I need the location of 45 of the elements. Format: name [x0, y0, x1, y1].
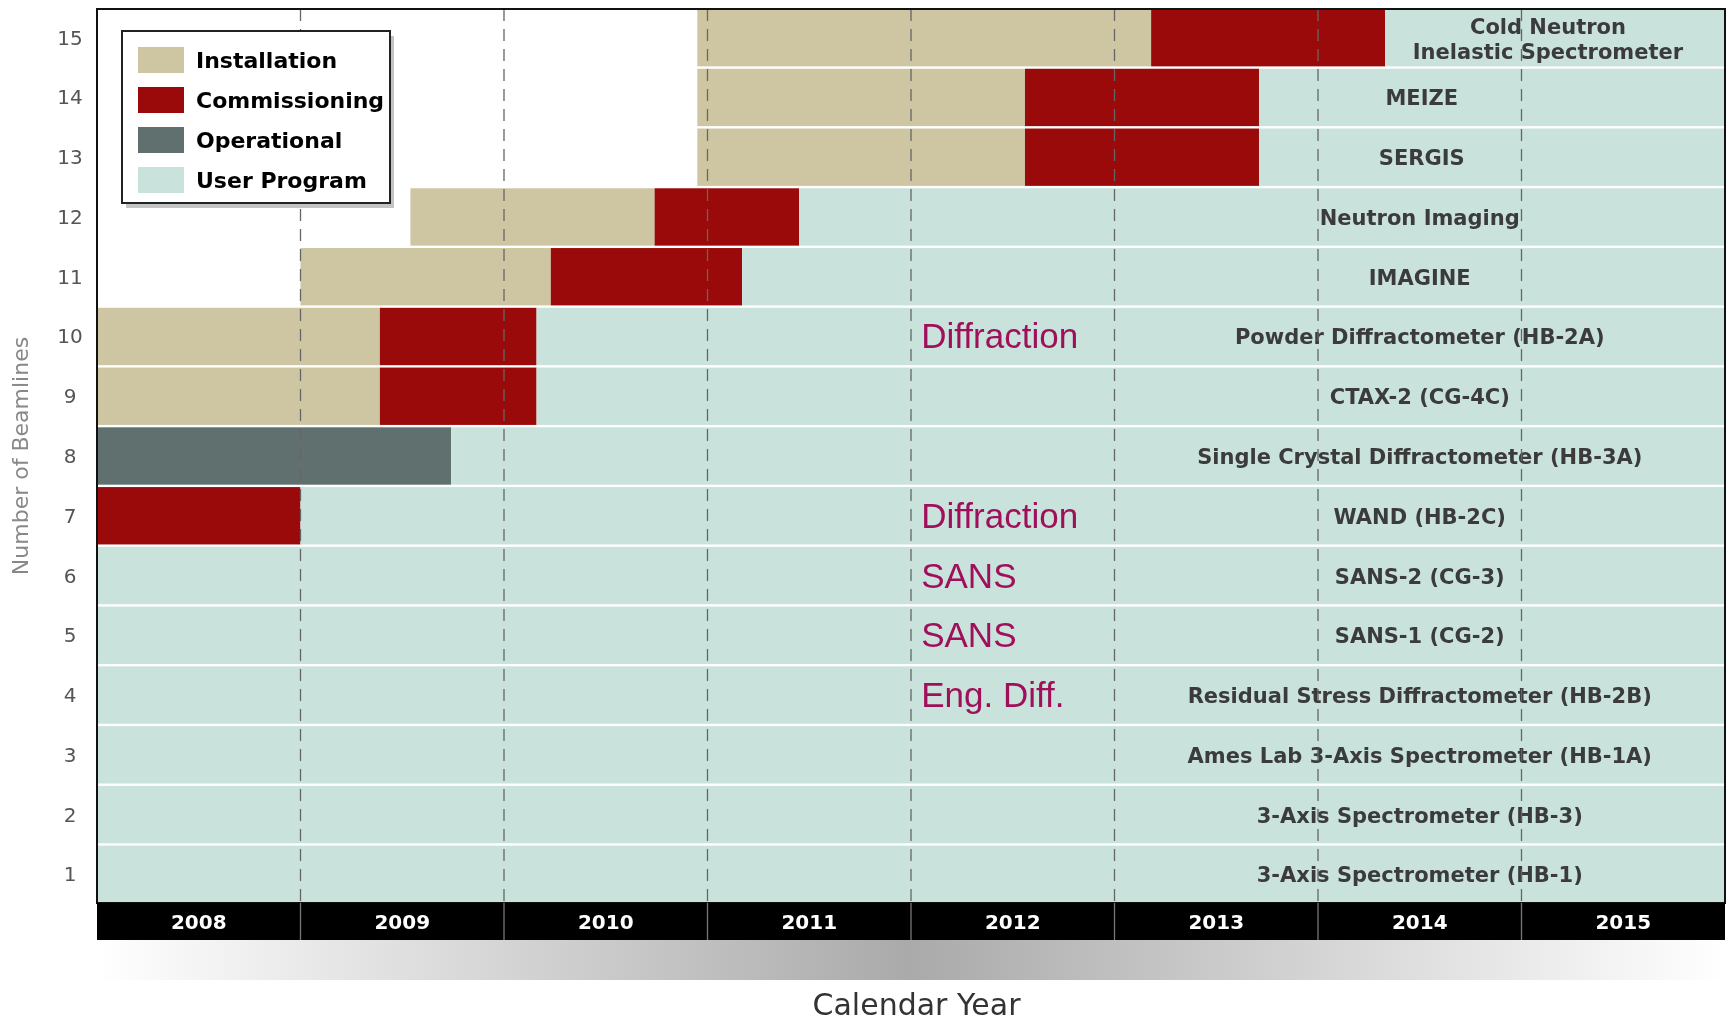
- data-label: SERGIS: [1378, 146, 1465, 171]
- x-tick-label: 2014: [1391, 910, 1448, 934]
- y-tick-label: 13: [57, 145, 83, 170]
- y-tick-label: 4: [63, 683, 77, 708]
- x-axis-title: Calendar Year: [812, 987, 1022, 1022]
- data-label: MEIZE: [1385, 86, 1459, 111]
- legend-label: Installation: [196, 48, 338, 73]
- data-label: Powder Diffractometer (HB-2A): [1234, 325, 1605, 350]
- data-label: SANS-1 (CG-2): [1334, 624, 1505, 649]
- annotation: Diffraction: [921, 495, 1079, 535]
- y-tick-label: 5: [63, 623, 77, 648]
- y-tick-label: 15: [57, 25, 83, 50]
- data-label: Single Crystal Diffractometer (HB-3A): [1197, 445, 1643, 469]
- x-tick-label: 2011: [781, 910, 838, 934]
- y-tick-label: 2: [63, 802, 77, 827]
- legend-label: Commissioning: [196, 88, 385, 113]
- legend-label: User Program: [196, 168, 367, 193]
- y-tick-label: 6: [63, 563, 77, 588]
- y-tick-label: 3: [63, 742, 77, 767]
- x-tick-label: 2008: [170, 910, 227, 934]
- y-tick-label: 10: [57, 324, 83, 349]
- annotation: SANS: [921, 555, 1017, 595]
- x-tick-label: 2010: [577, 910, 634, 934]
- data-label: Cold Neutron Inelastic Spectrometer: [1412, 14, 1684, 64]
- x-tick-label: 2012: [984, 910, 1041, 934]
- y-tick-label: 1: [63, 862, 77, 887]
- y-tick-label: 9: [63, 384, 77, 409]
- y-tick-label: 14: [57, 85, 83, 110]
- data-label: Neutron Imaging: [1319, 205, 1520, 230]
- x-tick-label: 2009: [374, 910, 431, 934]
- legend-label: Operational: [196, 128, 343, 153]
- data-label: WAND (HB-2C): [1333, 504, 1506, 529]
- y-tick-label: 8: [63, 444, 77, 468]
- annotation: Diffraction: [921, 316, 1079, 356]
- data-label: IMAGINE: [1368, 265, 1471, 290]
- y-tick-label: 11: [57, 264, 83, 289]
- x-tick-label: 2013: [1188, 910, 1245, 934]
- data-label: CTAX-2 (CG-4C): [1329, 385, 1510, 410]
- x-tick-label: 2015: [1595, 910, 1652, 934]
- y-tick-label: 7: [63, 503, 77, 528]
- annotation: Eng. Diff.: [921, 675, 1065, 715]
- data-label: SANS-2 (CG-3): [1334, 564, 1505, 589]
- y-axis-title: Number of Beamlines: [8, 336, 33, 576]
- annotation: SANS: [921, 615, 1017, 655]
- y-tick-label: 12: [57, 204, 83, 229]
